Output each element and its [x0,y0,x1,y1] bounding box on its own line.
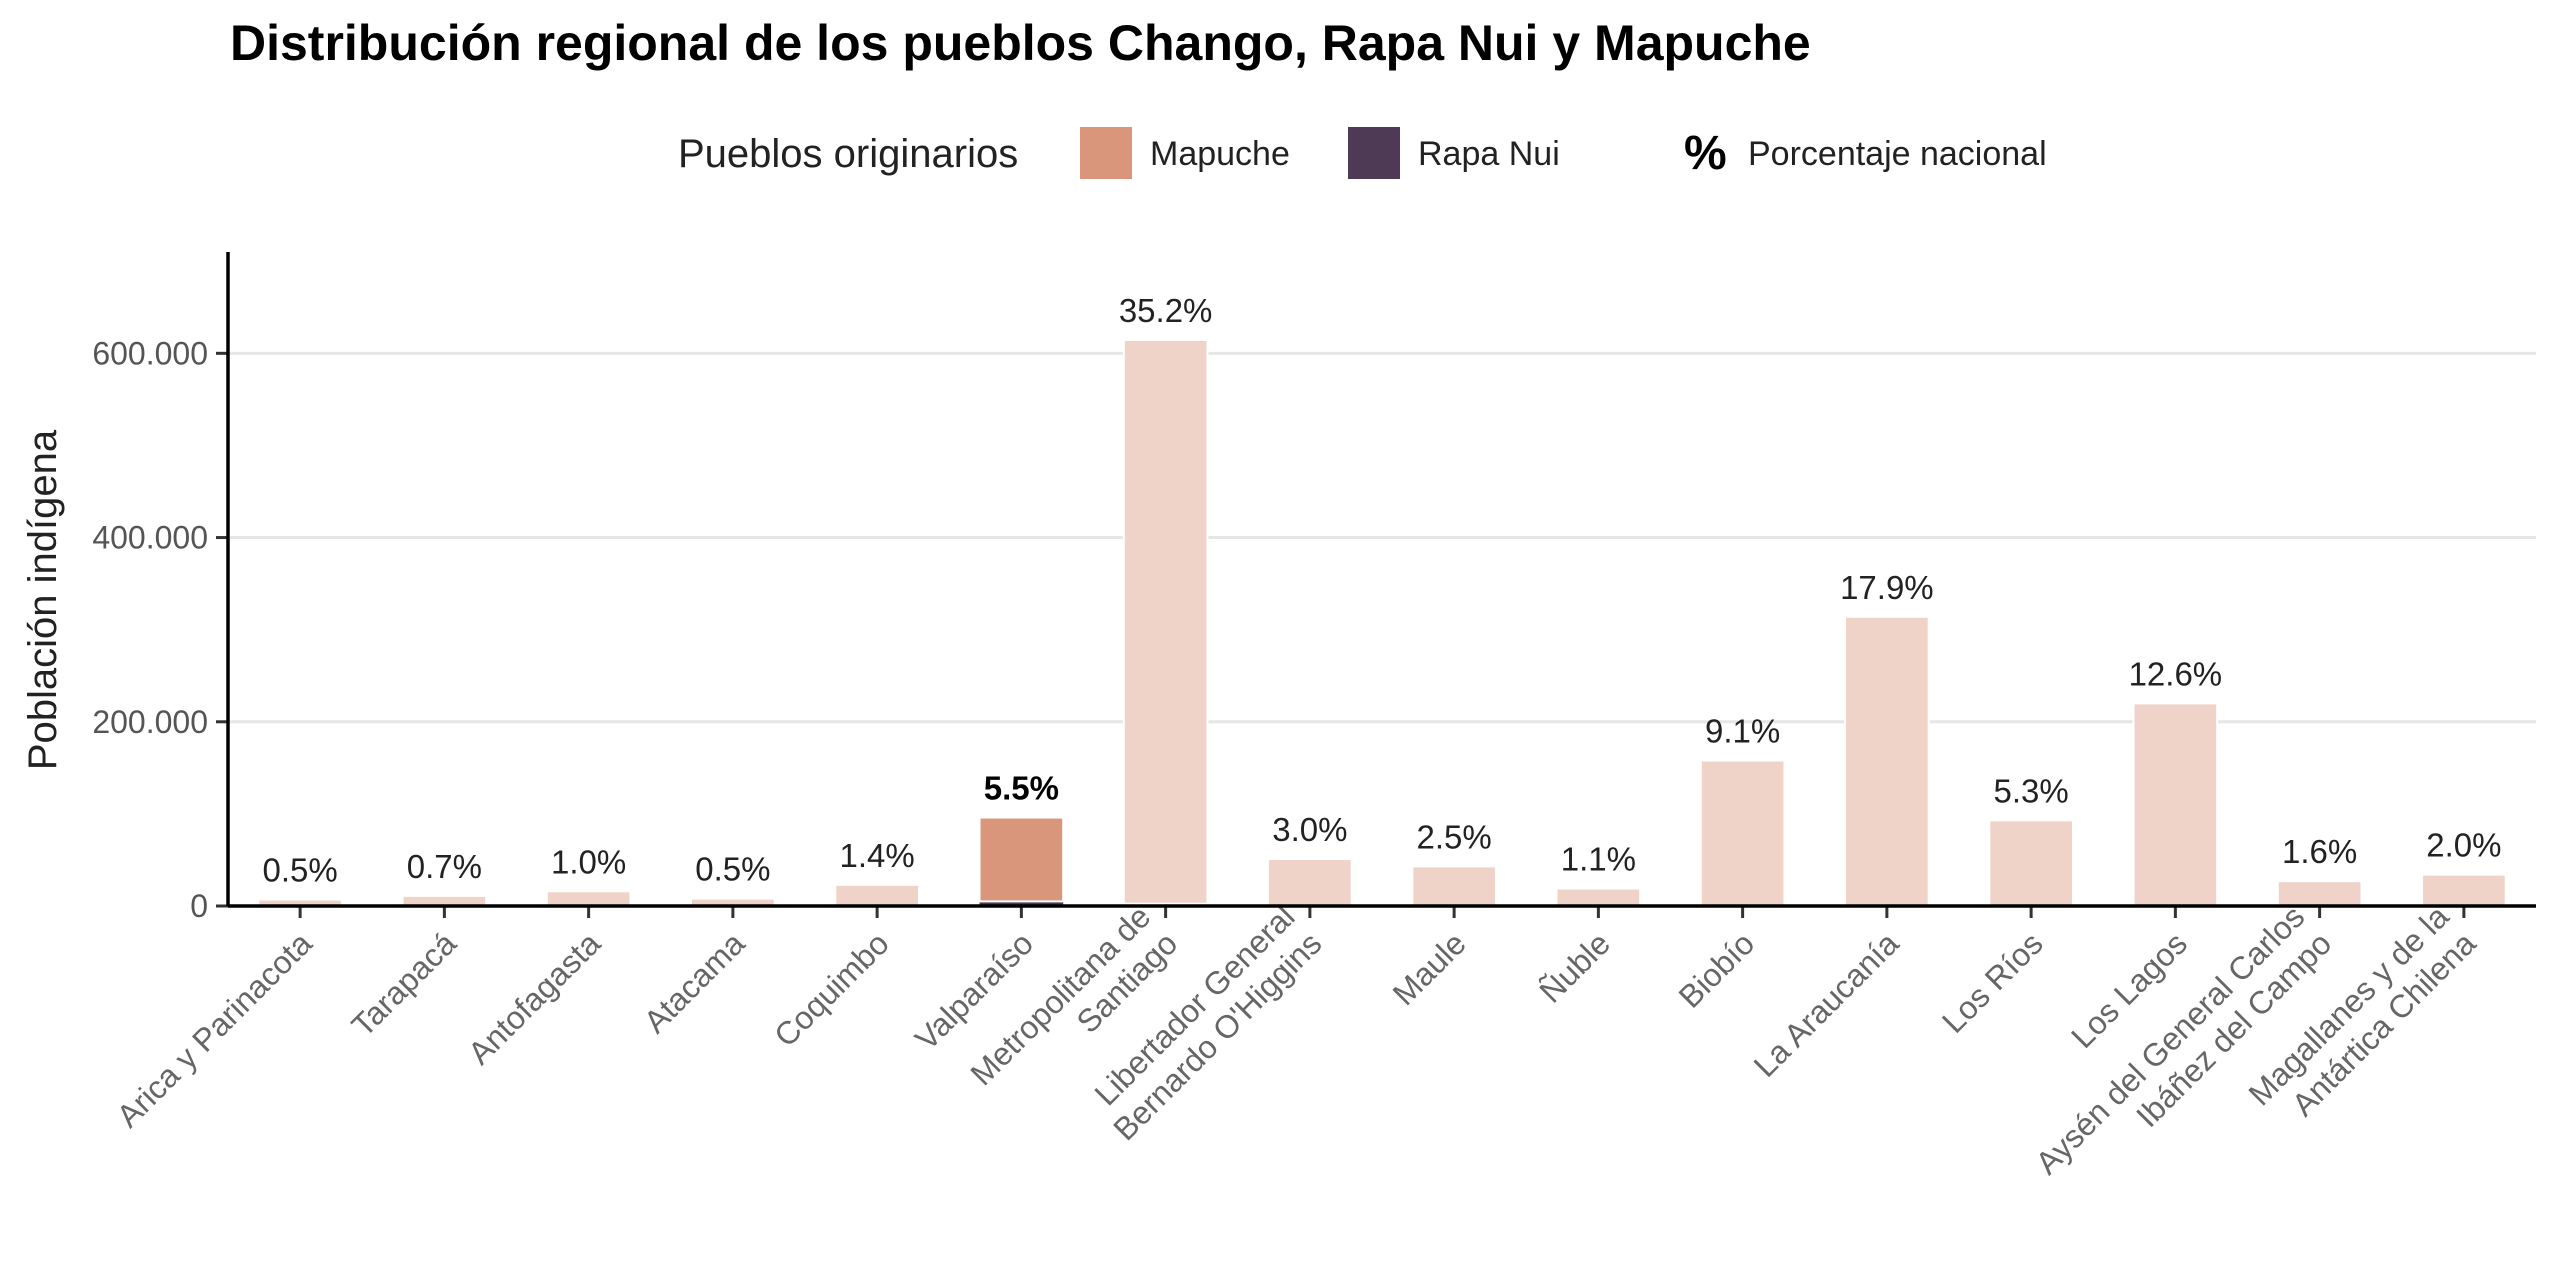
svg-text:Maule: Maule [1386,925,1473,1012]
data-label-1: 0.7% [407,848,482,885]
bar-mapuche-9 [1555,887,1642,908]
legend-label-percent: Porcentaje nacional [1748,135,2047,173]
chart-title: Distribución regional de los pueblos Cha… [230,15,1811,71]
data-label-3: 0.5% [695,851,770,888]
bar-mapuche-7 [1267,858,1353,907]
legend-title: Pueblos originarios [678,132,1018,176]
svg-text:La Araucanía: La Araucanía [1747,925,1906,1084]
data-label-2: 1.0% [551,843,626,880]
svg-text:Arica y Parinacota: Arica y Parinacota [110,925,319,1134]
svg-text:Tarapacá: Tarapacá [344,925,463,1044]
data-label-6: 35.2% [1119,292,1213,329]
svg-text:Los Ríos: Los Ríos [1935,925,2050,1040]
x-tick-label-12: Los Ríos [1935,925,2050,1040]
data-label-13: 12.6% [2129,655,2223,692]
data-label-11: 17.9% [1840,569,1934,606]
legend-swatch-rapa-nui [1348,127,1400,179]
y-tick-label-0: 0 [190,888,208,924]
data-label-12: 5.3% [1994,772,2069,809]
legend-label-rapa-nui: Rapa Nui [1418,135,1560,173]
data-label-14: 1.6% [2282,833,2357,870]
y-axis-label: Población indígena [21,429,65,770]
x-tick-label-0: Arica y Parinacota [110,925,319,1134]
y-tick-label-3: 600.000 [92,335,208,371]
bar-mapuche-10 [1699,759,1786,907]
x-tick-label-4: Coquimbo [767,925,896,1054]
bar-mapuche-6 [1122,338,1209,905]
data-label-5: 5.5% [984,770,1059,807]
x-tick-label-9: Ñuble [1532,925,1617,1010]
x-tick-label-10: Biobío [1672,925,1762,1015]
svg-text:Coquimbo: Coquimbo [767,925,896,1054]
bar-mapuche-15 [2421,873,2507,908]
y-tick-label-1: 200.000 [92,704,208,740]
x-tick-label-8: Maule [1386,925,1473,1012]
bar-mapuche-14 [2276,880,2363,907]
svg-text:Biobío: Biobío [1672,925,1762,1015]
data-label-15: 2.0% [2426,827,2501,864]
bar-mapuche-12 [1988,819,2074,907]
bar-mapuche-2 [545,890,632,907]
data-label-4: 1.4% [840,837,915,874]
bar-rapa-nui-5 [979,901,1064,906]
data-label-8: 2.5% [1417,818,1492,855]
svg-text:Atacama: Atacama [637,925,752,1040]
data-label-9: 1.1% [1561,840,1636,877]
legend: Pueblos originarios Mapuche Rapa Nui % P… [678,127,2047,180]
bar-mapuche-13 [2132,702,2219,907]
svg-text:Antofagasta: Antofagasta [461,925,607,1071]
svg-text:Ñuble: Ñuble [1532,925,1617,1010]
data-label-10: 9.1% [1705,712,1780,749]
y-axis-ticks: 0 200.000 400.000 600.000 [92,335,228,924]
bar-mapuche-5 [978,816,1065,903]
bars [257,338,2507,908]
x-tick-label-3: Atacama [637,925,752,1040]
data-label-7: 3.0% [1272,811,1347,848]
bar-mapuche-8 [1411,865,1497,907]
bar-mapuche-4 [834,883,920,908]
legend-percent-icon: % [1684,127,1727,180]
bar-mapuche-11 [1844,615,1930,907]
x-tick-label-2: Antofagasta [461,925,607,1071]
y-tick-label-2: 400.000 [92,520,208,556]
data-label-0: 0.5% [263,852,338,889]
x-tick-label-11: La Araucanía [1747,925,1906,1084]
legend-label-mapuche: Mapuche [1150,135,1290,173]
x-tick-label-1: Tarapacá [344,925,463,1044]
data-labels: 0.5% 0.7% 1.0% 0.5% 1.4% 5.5% 35.2% 3.0% 2.5% 1.1… [263,292,2502,889]
legend-swatch-mapuche [1080,127,1132,179]
